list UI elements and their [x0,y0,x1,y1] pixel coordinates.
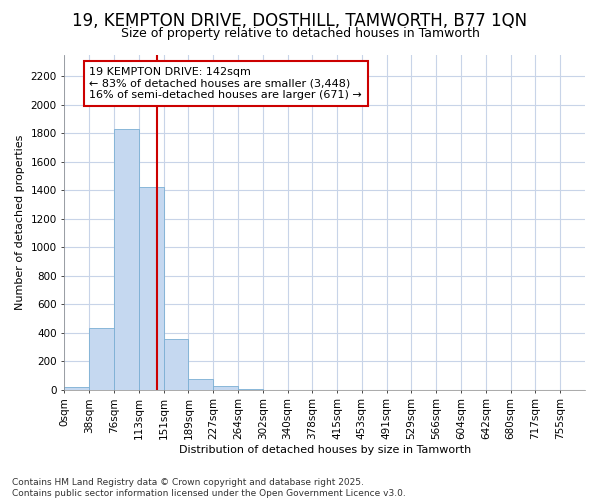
Bar [213,386,238,390]
Bar [64,387,89,390]
Bar [139,188,164,390]
Bar [89,328,114,390]
Text: Size of property relative to detached houses in Tamworth: Size of property relative to detached ho… [121,28,479,40]
Bar [188,379,213,390]
Bar [238,389,263,390]
Y-axis label: Number of detached properties: Number of detached properties [15,134,25,310]
Bar [164,339,188,390]
Text: 19 KEMPTON DRIVE: 142sqm
← 83% of detached houses are smaller (3,448)
16% of sem: 19 KEMPTON DRIVE: 142sqm ← 83% of detach… [89,67,362,100]
Bar [114,129,139,390]
Text: Contains HM Land Registry data © Crown copyright and database right 2025.
Contai: Contains HM Land Registry data © Crown c… [12,478,406,498]
Text: 19, KEMPTON DRIVE, DOSTHILL, TAMWORTH, B77 1QN: 19, KEMPTON DRIVE, DOSTHILL, TAMWORTH, B… [73,12,527,30]
X-axis label: Distribution of detached houses by size in Tamworth: Distribution of detached houses by size … [179,445,471,455]
